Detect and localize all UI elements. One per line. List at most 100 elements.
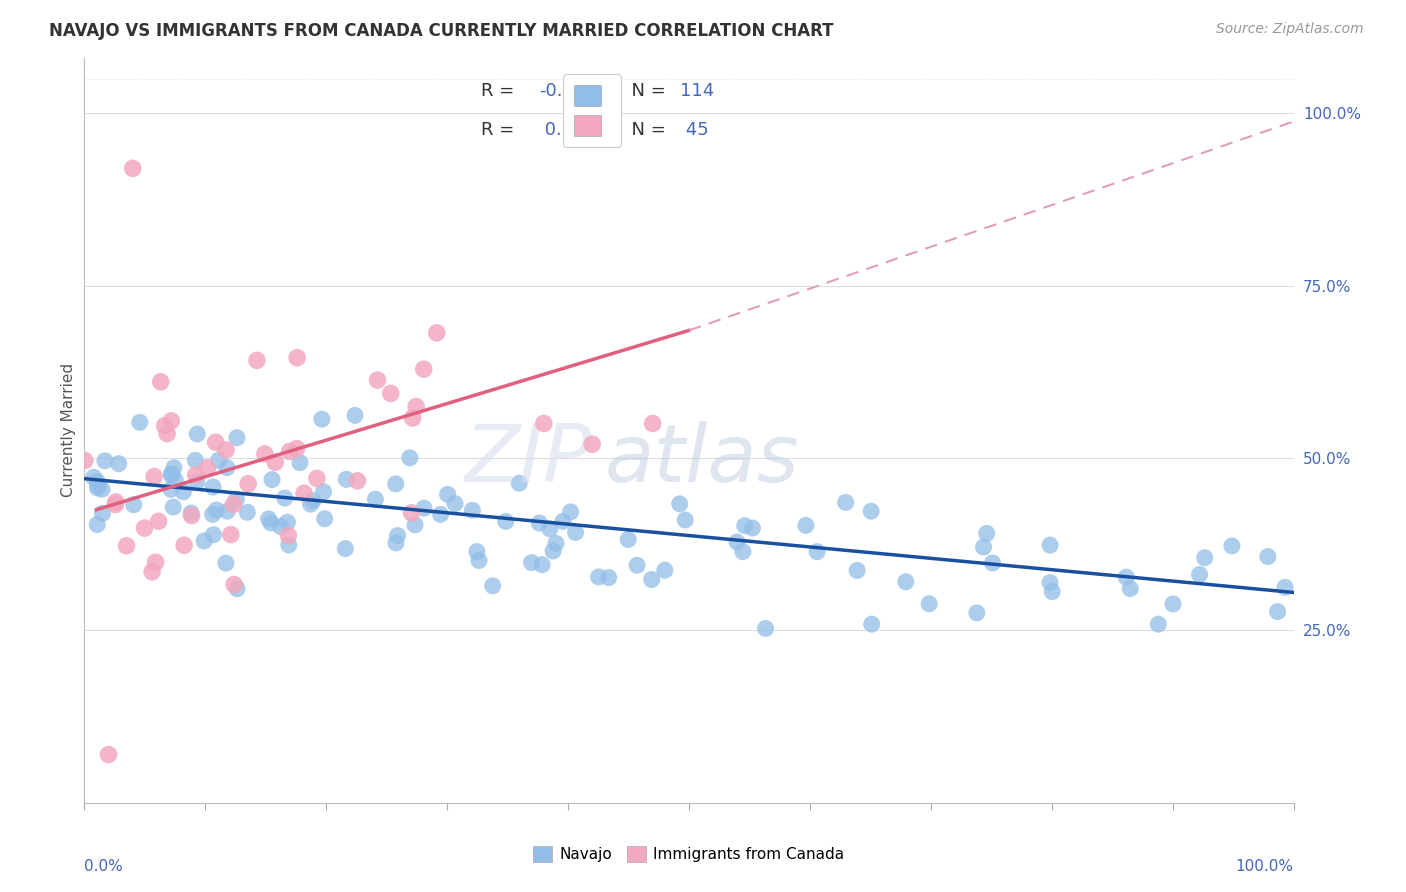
Point [207, 453, 229, 467]
Point [468, 553, 491, 567]
Point [385, 536, 408, 550]
Point [551, 515, 574, 529]
Point [173, 538, 195, 552]
Point [654, 563, 676, 577]
Point [401, 411, 423, 425]
Point [107, 457, 129, 471]
Point [201, 508, 224, 522]
Point [673, 513, 696, 527]
Point [219, 527, 242, 541]
Point [731, 544, 754, 558]
Point [1115, 570, 1137, 584]
Point [226, 431, 249, 445]
Point [202, 480, 225, 494]
Point [1147, 617, 1170, 632]
Point [305, 471, 328, 485]
Point [160, 467, 183, 482]
Point [257, 512, 280, 526]
Point [97, 747, 120, 762]
Text: -0.504: -0.504 [538, 82, 596, 101]
Point [172, 484, 194, 499]
Point [734, 518, 756, 533]
Point [626, 558, 648, 573]
Text: ZIP: ZIP [465, 421, 592, 500]
Text: 0.232: 0.232 [538, 121, 596, 139]
Point [225, 492, 247, 507]
Point [343, 409, 366, 423]
Point [520, 556, 543, 570]
Point [367, 373, 389, 387]
Text: R =: R = [481, 82, 520, 101]
Point [205, 503, 228, 517]
Point [335, 472, 357, 486]
Point [277, 538, 299, 552]
Text: N =: N = [620, 82, 672, 101]
Point [270, 519, 292, 533]
Point [588, 570, 610, 584]
Point [180, 506, 202, 520]
Point [83, 470, 105, 484]
Point [444, 497, 467, 511]
Point [253, 447, 276, 461]
Point [302, 493, 325, 508]
Point [73, 453, 96, 467]
Legend: Navajo, Immigrants from Canada: Navajo, Immigrants from Canada [526, 838, 852, 870]
Point [292, 486, 315, 500]
Point [236, 505, 259, 519]
Point [156, 426, 179, 441]
Point [404, 517, 426, 532]
Point [197, 461, 219, 475]
Point [544, 536, 567, 550]
Point [217, 504, 239, 518]
Point [141, 565, 163, 579]
Point [264, 455, 287, 469]
Point [465, 544, 488, 558]
Point [1039, 538, 1062, 552]
Point [581, 437, 603, 451]
Text: 0.0%: 0.0% [84, 859, 124, 873]
Point [204, 435, 226, 450]
Point [413, 501, 436, 516]
Point [165, 473, 187, 487]
Text: atlas: atlas [605, 421, 799, 500]
Point [149, 375, 172, 389]
Point [1039, 575, 1062, 590]
Point [598, 570, 620, 584]
Point [86, 517, 108, 532]
Point [364, 492, 387, 507]
Point [429, 508, 451, 522]
Point [128, 416, 150, 430]
Point [794, 518, 817, 533]
Point [966, 606, 988, 620]
Point [285, 442, 308, 456]
Point [226, 582, 249, 596]
Point [160, 414, 183, 428]
Point [384, 476, 406, 491]
Point [398, 450, 420, 465]
Point [481, 579, 503, 593]
Point [1257, 549, 1279, 564]
Point [533, 417, 555, 431]
Point [91, 482, 114, 496]
Point [160, 483, 183, 497]
Point [380, 386, 402, 401]
Point [202, 527, 225, 541]
Point [134, 521, 156, 535]
Point [755, 622, 778, 636]
Point [238, 476, 260, 491]
Point [405, 400, 427, 414]
Point [973, 540, 995, 554]
Point [1188, 567, 1211, 582]
Point [401, 506, 423, 520]
Point [311, 412, 333, 426]
Point [1267, 605, 1289, 619]
Text: Source: ZipAtlas.com: Source: ZipAtlas.com [1216, 22, 1364, 37]
Text: 45: 45 [681, 121, 709, 139]
Point [274, 491, 297, 505]
Point [86, 475, 108, 489]
Point [153, 418, 176, 433]
Point [508, 476, 530, 491]
Point [277, 528, 299, 542]
Point [193, 533, 215, 548]
Point [461, 503, 484, 517]
